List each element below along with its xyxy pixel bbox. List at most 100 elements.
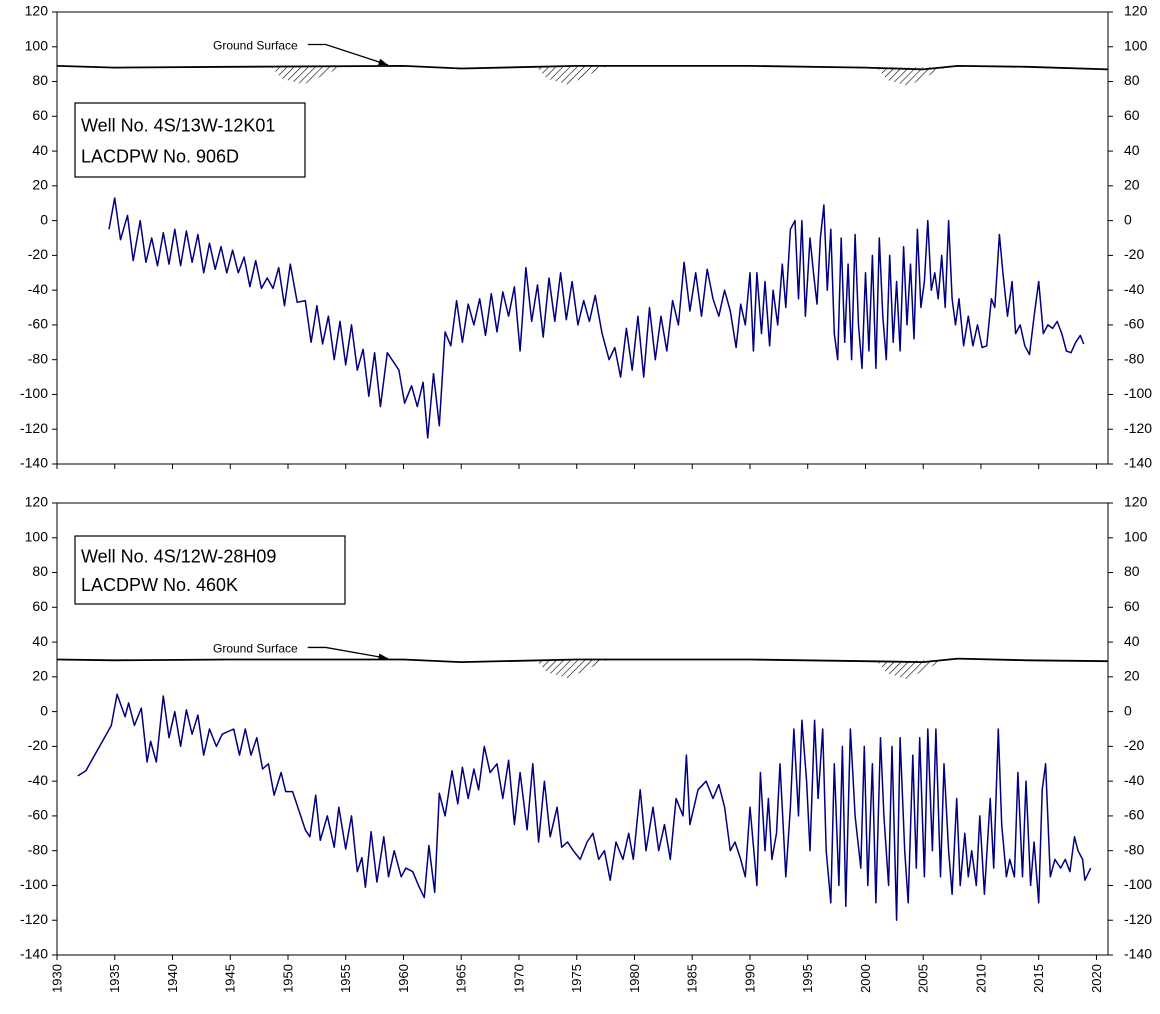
x-tick-label: 1985 bbox=[685, 964, 700, 993]
y-tick-label: 100 bbox=[25, 37, 49, 53]
y-tick-label: 60 bbox=[32, 598, 48, 614]
y2-tick-label: -100 bbox=[1124, 385, 1152, 401]
y-tick-label: 20 bbox=[32, 668, 48, 684]
y2-tick-label: 60 bbox=[1124, 598, 1140, 614]
hatch-area bbox=[536, 65, 608, 85]
y2-tick-label: -120 bbox=[1124, 420, 1152, 436]
x-tick-label: 1955 bbox=[338, 964, 353, 993]
y-tick-label: 120 bbox=[25, 494, 49, 510]
ground-surface-label: Ground Surface bbox=[213, 39, 298, 53]
well-label-box bbox=[74, 535, 346, 605]
hatch-area bbox=[877, 659, 946, 680]
y-tick-label: 40 bbox=[32, 142, 48, 158]
hatch-area bbox=[270, 66, 344, 85]
y2-tick-label: 100 bbox=[1124, 528, 1148, 544]
y2-tick-label: 80 bbox=[1124, 563, 1140, 579]
y-tick-label: -140 bbox=[20, 455, 48, 471]
y2-tick-label: 20 bbox=[1124, 668, 1140, 684]
y2-tick-label: -120 bbox=[1124, 911, 1152, 927]
x-tick-label: 1990 bbox=[742, 964, 757, 993]
y-tick-label: -140 bbox=[20, 946, 48, 962]
y2-tick-label: 80 bbox=[1124, 72, 1140, 88]
y-tick-label: 80 bbox=[32, 72, 48, 88]
y2-tick-label: 0 bbox=[1124, 702, 1132, 718]
y2-tick-label: 120 bbox=[1124, 3, 1148, 19]
x-tick-label: 1945 bbox=[223, 964, 238, 993]
y-tick-label: 40 bbox=[32, 633, 48, 649]
y2-tick-label: -60 bbox=[1124, 316, 1144, 332]
y-tick-label: -60 bbox=[28, 807, 48, 823]
arrow-head bbox=[378, 58, 388, 66]
y2-tick-label: 40 bbox=[1124, 142, 1140, 158]
x-tick-label: 1950 bbox=[280, 964, 295, 993]
x-tick-label: 1935 bbox=[107, 964, 122, 993]
y2-tick-label: 0 bbox=[1124, 211, 1132, 227]
y2-tick-label: -20 bbox=[1124, 246, 1144, 262]
x-tick-label: 1970 bbox=[511, 964, 526, 993]
annotation-arrow bbox=[307, 646, 389, 660]
y-tick-label: 0 bbox=[40, 211, 48, 227]
hatch-area bbox=[536, 659, 608, 679]
x-tick-label: 2000 bbox=[858, 964, 873, 993]
y2-tick-label: 120 bbox=[1124, 494, 1148, 510]
y-tick-label: -80 bbox=[28, 841, 48, 857]
x-tick-label: 2010 bbox=[973, 964, 988, 993]
y2-tick-label: -100 bbox=[1124, 876, 1152, 892]
well-label: Well No. 4S/13W-12K01 bbox=[81, 115, 275, 135]
y-tick-label: -120 bbox=[20, 420, 48, 436]
y2-tick-label: -40 bbox=[1124, 772, 1144, 788]
ground-surface-label: Ground Surface bbox=[213, 642, 298, 656]
y2-tick-label: 60 bbox=[1124, 107, 1140, 123]
ground-surface-line bbox=[56, 657, 1109, 664]
plot-frame bbox=[56, 11, 1109, 465]
y-tick-label: -120 bbox=[20, 911, 48, 927]
well-label: Well No. 4S/12W-28H09 bbox=[81, 547, 276, 567]
x-tick-label: 1995 bbox=[800, 964, 815, 993]
y-tick-label: -100 bbox=[20, 876, 48, 892]
y2-tick-label: 100 bbox=[1124, 37, 1148, 53]
x-tick-label: 1930 bbox=[49, 964, 64, 993]
y2-tick-label: -140 bbox=[1124, 455, 1152, 471]
y-tick-label: 60 bbox=[32, 107, 48, 123]
x-tick-label: 2020 bbox=[1089, 964, 1104, 993]
x-tick-label: 1975 bbox=[569, 964, 584, 993]
plot-frame bbox=[56, 502, 1109, 956]
y-tick-label: -20 bbox=[28, 246, 48, 262]
y2-tick-label: -80 bbox=[1124, 841, 1144, 857]
y-tick-label: 120 bbox=[25, 3, 49, 19]
well-label-box bbox=[74, 102, 306, 178]
y-tick-label: 80 bbox=[32, 563, 48, 579]
hatch-area bbox=[877, 67, 947, 86]
water-level-line bbox=[77, 693, 1092, 921]
well-label: LACDPW No. 906D bbox=[81, 147, 239, 167]
x-tick-label: 2015 bbox=[1031, 964, 1046, 993]
water-level-line bbox=[108, 197, 1085, 439]
y2-tick-label: -40 bbox=[1124, 281, 1144, 297]
y-tick-label: 100 bbox=[25, 528, 49, 544]
y2-tick-label: 40 bbox=[1124, 633, 1140, 649]
y2-tick-label: -60 bbox=[1124, 807, 1144, 823]
y-tick-label: 20 bbox=[32, 177, 48, 193]
ground-surface-line bbox=[56, 64, 1109, 71]
y-tick-label: 0 bbox=[40, 702, 48, 718]
arrow-head bbox=[378, 653, 388, 661]
y-tick-label: -20 bbox=[28, 737, 48, 753]
annotation-arrow bbox=[307, 43, 389, 66]
x-tick-label: 1940 bbox=[165, 964, 180, 993]
x-tick-label: 2005 bbox=[916, 964, 931, 993]
x-tick-label: 1960 bbox=[396, 964, 411, 993]
y2-tick-label: 20 bbox=[1124, 177, 1140, 193]
y-tick-label: -100 bbox=[20, 385, 48, 401]
y2-tick-label: -80 bbox=[1124, 350, 1144, 366]
x-tick-label: 1980 bbox=[627, 964, 642, 993]
well-label: LACDPW No. 460K bbox=[81, 575, 238, 595]
y-tick-label: -80 bbox=[28, 350, 48, 366]
y-tick-label: -60 bbox=[28, 316, 48, 332]
y-tick-label: -40 bbox=[28, 281, 48, 297]
y2-tick-label: -20 bbox=[1124, 737, 1144, 753]
y-tick-label: -40 bbox=[28, 772, 48, 788]
y2-tick-label: -140 bbox=[1124, 946, 1152, 962]
x-tick-label: 1965 bbox=[454, 964, 469, 993]
